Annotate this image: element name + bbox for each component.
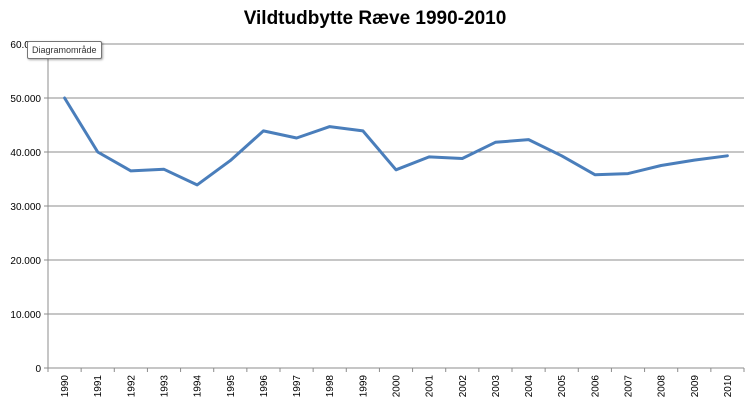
x-tick-label: 2005: [557, 375, 568, 398]
series-group: [63, 96, 729, 187]
x-tick-label: 1995: [226, 375, 237, 398]
x-axis-tick-labels: 1990 1991 1992 1993 1994 1995 1996 1997 1998 1999…: [60, 375, 734, 398]
y-tick-label: 20.000: [10, 256, 41, 267]
axes: [44, 43, 745, 372]
gridlines: [48, 43, 744, 315]
x-tick-label: 1992: [126, 375, 137, 398]
x-tick-label: 2000: [392, 375, 403, 398]
x-tick-label: 2003: [491, 375, 502, 398]
y-tick-label: 60.000: [10, 40, 41, 51]
x-tick-label: 1994: [193, 375, 204, 398]
x-tick-label: 1993: [160, 375, 171, 398]
x-tick-label: 2001: [425, 375, 436, 398]
x-tick-label: 2010: [723, 375, 734, 398]
chart-area-tooltip: Diagramområde: [27, 41, 102, 59]
x-tick-label: 2006: [590, 375, 601, 398]
y-tick-label: 50.000: [10, 94, 41, 105]
y-tick-label: 10.000: [10, 310, 41, 321]
x-tick-label: 2009: [690, 375, 701, 398]
x-tick-label: 1990: [60, 375, 71, 398]
x-tick-label: 2007: [624, 375, 635, 398]
y-tick-label: 30.000: [10, 202, 41, 213]
x-tick-label: 2002: [458, 375, 469, 398]
y-tick-label: 40.000: [10, 148, 41, 159]
x-tick-label: 1998: [325, 375, 336, 398]
x-tick-label: 2004: [524, 375, 535, 398]
x-tick-label: 1991: [93, 375, 104, 398]
x-tick-label: 2008: [657, 375, 668, 398]
chart-title: Vildtudbytte Ræve 1990-2010: [244, 8, 507, 29]
series-line[interactable]: [63, 96, 729, 187]
x-tick-label: 1999: [358, 375, 369, 398]
y-tick-label: 0: [35, 364, 41, 375]
x-tick-label: 1996: [259, 375, 270, 398]
x-tick-label: 1997: [292, 375, 303, 398]
y-axis-tick-labels: 0 10.000 20.000 30.000 40.000 50.000 60.000: [10, 40, 41, 375]
